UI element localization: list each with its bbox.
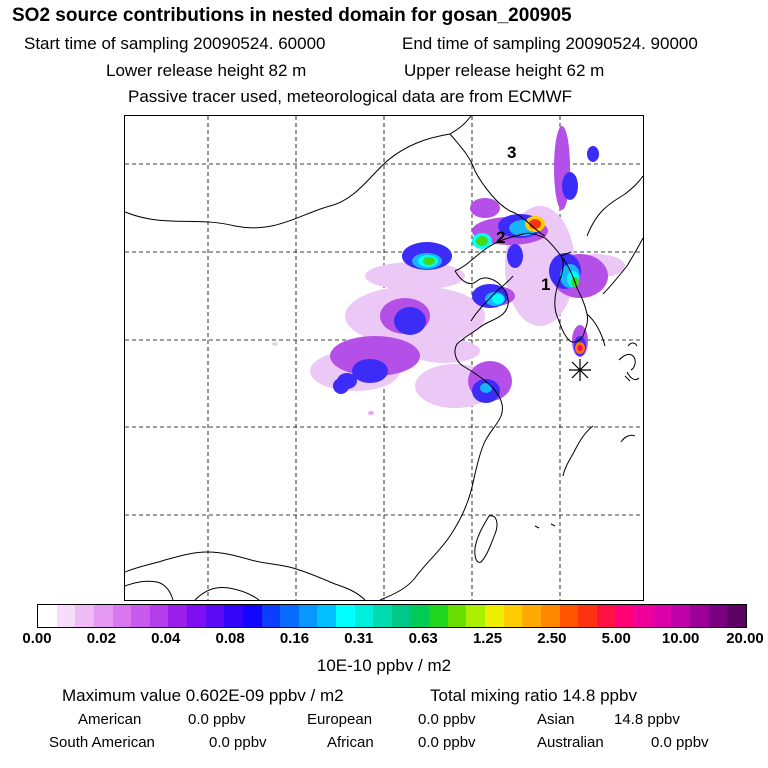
coastlines: [125, 116, 643, 600]
colorbar-segment: [168, 605, 187, 627]
map-plot: 1 2 3: [124, 115, 644, 601]
colorbar-segment: [689, 605, 709, 627]
colorbar-segment: [615, 605, 634, 627]
colorbar-segment: [671, 605, 690, 627]
colorbar-segment: [298, 605, 318, 627]
colorbar-tick-label: 0.31: [344, 630, 374, 647]
contrib-value-african: 0.0 ppbv: [418, 734, 476, 751]
colorbar-segment: [466, 605, 485, 627]
contrib-label-asian: Asian: [537, 711, 575, 728]
colorbar-segment: [112, 605, 132, 627]
colorbar-segment: [578, 605, 597, 627]
colorbar-segment: [559, 605, 579, 627]
lower-release-height: Lower release height 82 m: [106, 61, 307, 80]
contrib-value-european: 0.0 ppbv: [418, 711, 476, 728]
colorbar-segment: [75, 605, 94, 627]
colorbar-segment: [429, 605, 448, 627]
colorbar-units: 10E-10 ppbv / m2: [316, 656, 452, 675]
total-mixing-ratio: Total mixing ratio 14.8 ppbv: [430, 686, 637, 705]
end-time: End time of sampling 20090524. 90000: [402, 34, 698, 53]
region-label-2: 2: [496, 228, 505, 247]
colorbar-tick-label: 0.04: [151, 630, 181, 647]
colorbar-segment: [540, 605, 560, 627]
map-svg: 1 2 3: [125, 116, 643, 600]
colorbar-tick-label: 0.08: [215, 630, 245, 647]
colorbar-segment: [242, 605, 262, 627]
colorbar-tick-label: 1.25: [472, 630, 503, 647]
contrib-label-african: African: [327, 734, 374, 751]
colorbar-tick-label: 0.00: [22, 630, 52, 647]
colorbar-tick-label: 0.63: [408, 630, 438, 647]
colorbar-segment: [224, 605, 243, 627]
colorbar-segment: [93, 605, 113, 627]
colorbar-segment: [410, 605, 430, 627]
colorbar-segment: [336, 605, 355, 627]
colorbar-segment: [485, 605, 504, 627]
region-label-1: 1: [541, 275, 550, 294]
chart-title: SO2 source contributions in nested domai…: [12, 5, 572, 26]
contrib-label-south-american: South American: [49, 734, 155, 751]
colorbar-tick-label: 5.00: [601, 630, 631, 647]
colorbar-segment: [503, 605, 523, 627]
contrib-label-australian: Australian: [537, 734, 604, 751]
start-time: Start time of sampling 20090524. 60000: [24, 34, 326, 53]
colorbar: [37, 604, 747, 628]
contrib-value-asian: 14.8 ppbv: [614, 711, 680, 728]
colorbar-segment: [727, 605, 746, 627]
colorbar-segment: [447, 605, 467, 627]
colorbar-segment: [522, 605, 541, 627]
colorbar-segment: [56, 605, 76, 627]
colorbar-segment: [187, 605, 206, 627]
colorbar-segment: [131, 605, 150, 627]
colorbar-segment: [38, 605, 57, 627]
colorbar-segment: [596, 605, 616, 627]
colorbar-segment: [373, 605, 392, 627]
colorbar-segment: [354, 605, 374, 627]
colorbar-segment: [205, 605, 225, 627]
contrib-label-american: American: [78, 711, 142, 728]
concentration-field: [272, 126, 625, 415]
colorbar-segment: [634, 605, 653, 627]
contrib-label-european: European: [307, 711, 373, 728]
contrib-value-south-american: 0.0 ppbv: [209, 734, 267, 751]
receptor-asterisk-icon: [569, 359, 591, 381]
contrib-value-american: 0.0 ppbv: [188, 711, 246, 728]
colorbar-segment: [280, 605, 299, 627]
colorbar-tick-label: 10.00: [661, 630, 700, 647]
upper-release-height: Upper release height 62 m: [404, 61, 605, 80]
colorbar-segment: [261, 605, 281, 627]
region-label-3: 3: [507, 143, 516, 162]
colorbar-tick-label: 0.16: [279, 630, 310, 647]
colorbar-segment: [317, 605, 336, 627]
colorbar-tick-label: 0.02: [86, 630, 116, 647]
maximum-value: Maximum value 0.602E-09 ppbv / m2: [62, 686, 344, 705]
colorbar-segment: [391, 605, 411, 627]
tracer-note: Passive tracer used, meteorological data…: [128, 87, 573, 106]
colorbar-segment: [652, 605, 672, 627]
colorbar-tick-label: 20.00: [726, 630, 764, 647]
colorbar-tick-label: 2.50: [537, 630, 567, 647]
colorbar-segment: [149, 605, 169, 627]
contrib-value-australian: 0.0 ppbv: [651, 734, 709, 751]
colorbar-segment: [708, 605, 728, 627]
